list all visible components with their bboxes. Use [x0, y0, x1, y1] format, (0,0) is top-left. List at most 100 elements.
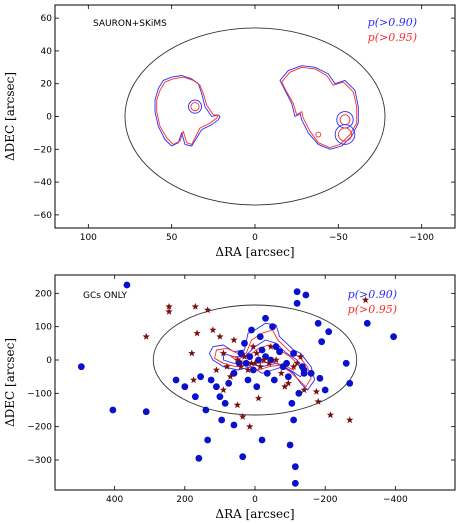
gc-point-red	[300, 386, 308, 394]
y-tick-label: 20	[41, 80, 53, 90]
gc-point-red	[249, 342, 257, 350]
gc-point-blue	[290, 349, 297, 357]
gc-point-blue	[290, 416, 297, 424]
y-tick-label: 40	[41, 47, 53, 57]
contour-hole	[187, 99, 203, 114]
gc-point-blue	[295, 389, 303, 397]
contour-hole	[339, 114, 351, 126]
gc-point-blue	[123, 281, 131, 289]
y-tick-label: 0	[46, 356, 52, 366]
gc-point-blue	[202, 406, 210, 414]
x-tick-label: 0	[252, 233, 258, 243]
legend-entry: p(>0.95)	[348, 303, 397, 316]
gc-point-blue	[325, 328, 333, 336]
panel-1: 400 200 0 −200 −400 200 100 0 −100 −200 −300 ΔRA [a…	[3, 274, 456, 521]
gc-point-red	[244, 366, 252, 374]
gc-point-blue	[230, 421, 238, 429]
gc-point-blue	[316, 374, 324, 382]
gc-point-red	[281, 382, 289, 390]
gc-point-blue	[270, 376, 278, 384]
y-tick-label: −20	[33, 145, 52, 155]
ellipse-outline	[152, 304, 358, 416]
gc-point-blue	[300, 366, 308, 374]
gc-point-blue	[225, 379, 233, 387]
gc-point-red	[251, 359, 259, 367]
contour-hole	[190, 102, 200, 112]
gc-point-red	[226, 372, 235, 380]
x-tick-label: 200	[176, 495, 193, 505]
gc-point-blue	[216, 393, 224, 401]
gc-point-blue	[346, 379, 354, 387]
gc-point-red	[223, 362, 231, 370]
gc-point-blue	[390, 333, 397, 341]
gc-point-red	[240, 352, 249, 360]
gc-point-blue	[342, 359, 350, 367]
gc-point-red	[265, 359, 273, 367]
gc-point-red	[314, 397, 322, 405]
gc-point-red	[247, 359, 256, 367]
legend-entry: p(>0.90)	[368, 16, 417, 29]
gc-point-blue	[204, 436, 212, 444]
gc-point-red	[239, 412, 247, 420]
panel-0: 100 50 0 −50 −100 60 40 20 0 −20 −40 −60 ΔRA [arcsec…	[3, 4, 456, 259]
gc-point-blue	[197, 373, 205, 381]
gc-point-blue	[213, 383, 220, 391]
gc-point-blue	[256, 333, 264, 341]
y-tick-label: −40	[33, 178, 52, 188]
y-axis-label: ΔDEC [arcsec]	[3, 72, 17, 161]
x-tick-label: 100	[80, 233, 97, 243]
gc-point-blue	[218, 416, 226, 424]
gc-point-red	[212, 366, 220, 374]
gc-point-blue	[288, 399, 296, 407]
gc-point-red	[191, 302, 199, 310]
gc-point-blue	[286, 441, 294, 449]
y-tick-label: 60	[41, 14, 53, 24]
gc-point-blue	[241, 339, 248, 347]
gc-point-blue	[239, 453, 247, 461]
gc-point-blue	[181, 383, 189, 391]
gc-point-blue	[291, 463, 299, 471]
y-tick-label: −300	[27, 456, 52, 466]
plot-area	[124, 27, 386, 206]
gc-point-red	[204, 306, 212, 314]
x-tick-label: −50	[329, 233, 348, 243]
x-tick-label: −200	[313, 495, 338, 505]
y-tick-label: 200	[35, 289, 52, 299]
gc-point-red	[246, 422, 254, 430]
gc-point-blue	[77, 363, 85, 371]
gc-point-red	[237, 362, 245, 370]
contour-hole	[315, 131, 322, 138]
y-tick-label: −60	[33, 211, 52, 221]
gc-point-red	[293, 359, 301, 367]
gc-point-blue	[262, 314, 269, 322]
y-axis-label: ΔDEC [arcsec]	[3, 338, 17, 427]
gc-point-red	[267, 342, 275, 350]
contour-hole	[334, 124, 356, 145]
gc-point-red	[277, 369, 285, 377]
ellipse-outline	[124, 27, 386, 206]
gc-point-blue	[258, 346, 266, 354]
panel-label: GCs ONLY	[83, 291, 127, 301]
gc-point-blue	[242, 359, 250, 367]
gc-point-red	[260, 356, 268, 364]
gc-point-blue	[248, 326, 255, 334]
gc-point-blue	[244, 376, 252, 384]
gc-point-blue	[272, 343, 280, 351]
gc-point-red	[326, 411, 335, 419]
gc-point-red	[219, 349, 227, 357]
gc-point-red	[312, 387, 320, 395]
gc-point-red	[346, 416, 354, 424]
gc-point-blue	[318, 338, 326, 346]
gc-point-blue	[191, 393, 199, 401]
gc-point-red	[209, 326, 217, 334]
x-axis-label: ΔRA [arcsec]	[215, 507, 294, 521]
gc-point-blue	[142, 408, 150, 416]
gc-point-blue	[363, 319, 371, 327]
gc-point-blue	[321, 386, 329, 394]
gc-point-red	[165, 302, 173, 310]
y-tick-label: −100	[27, 389, 52, 399]
gc-point-red	[253, 349, 261, 357]
x-tick-label: −100	[409, 233, 434, 243]
gc-point-red	[193, 329, 201, 337]
